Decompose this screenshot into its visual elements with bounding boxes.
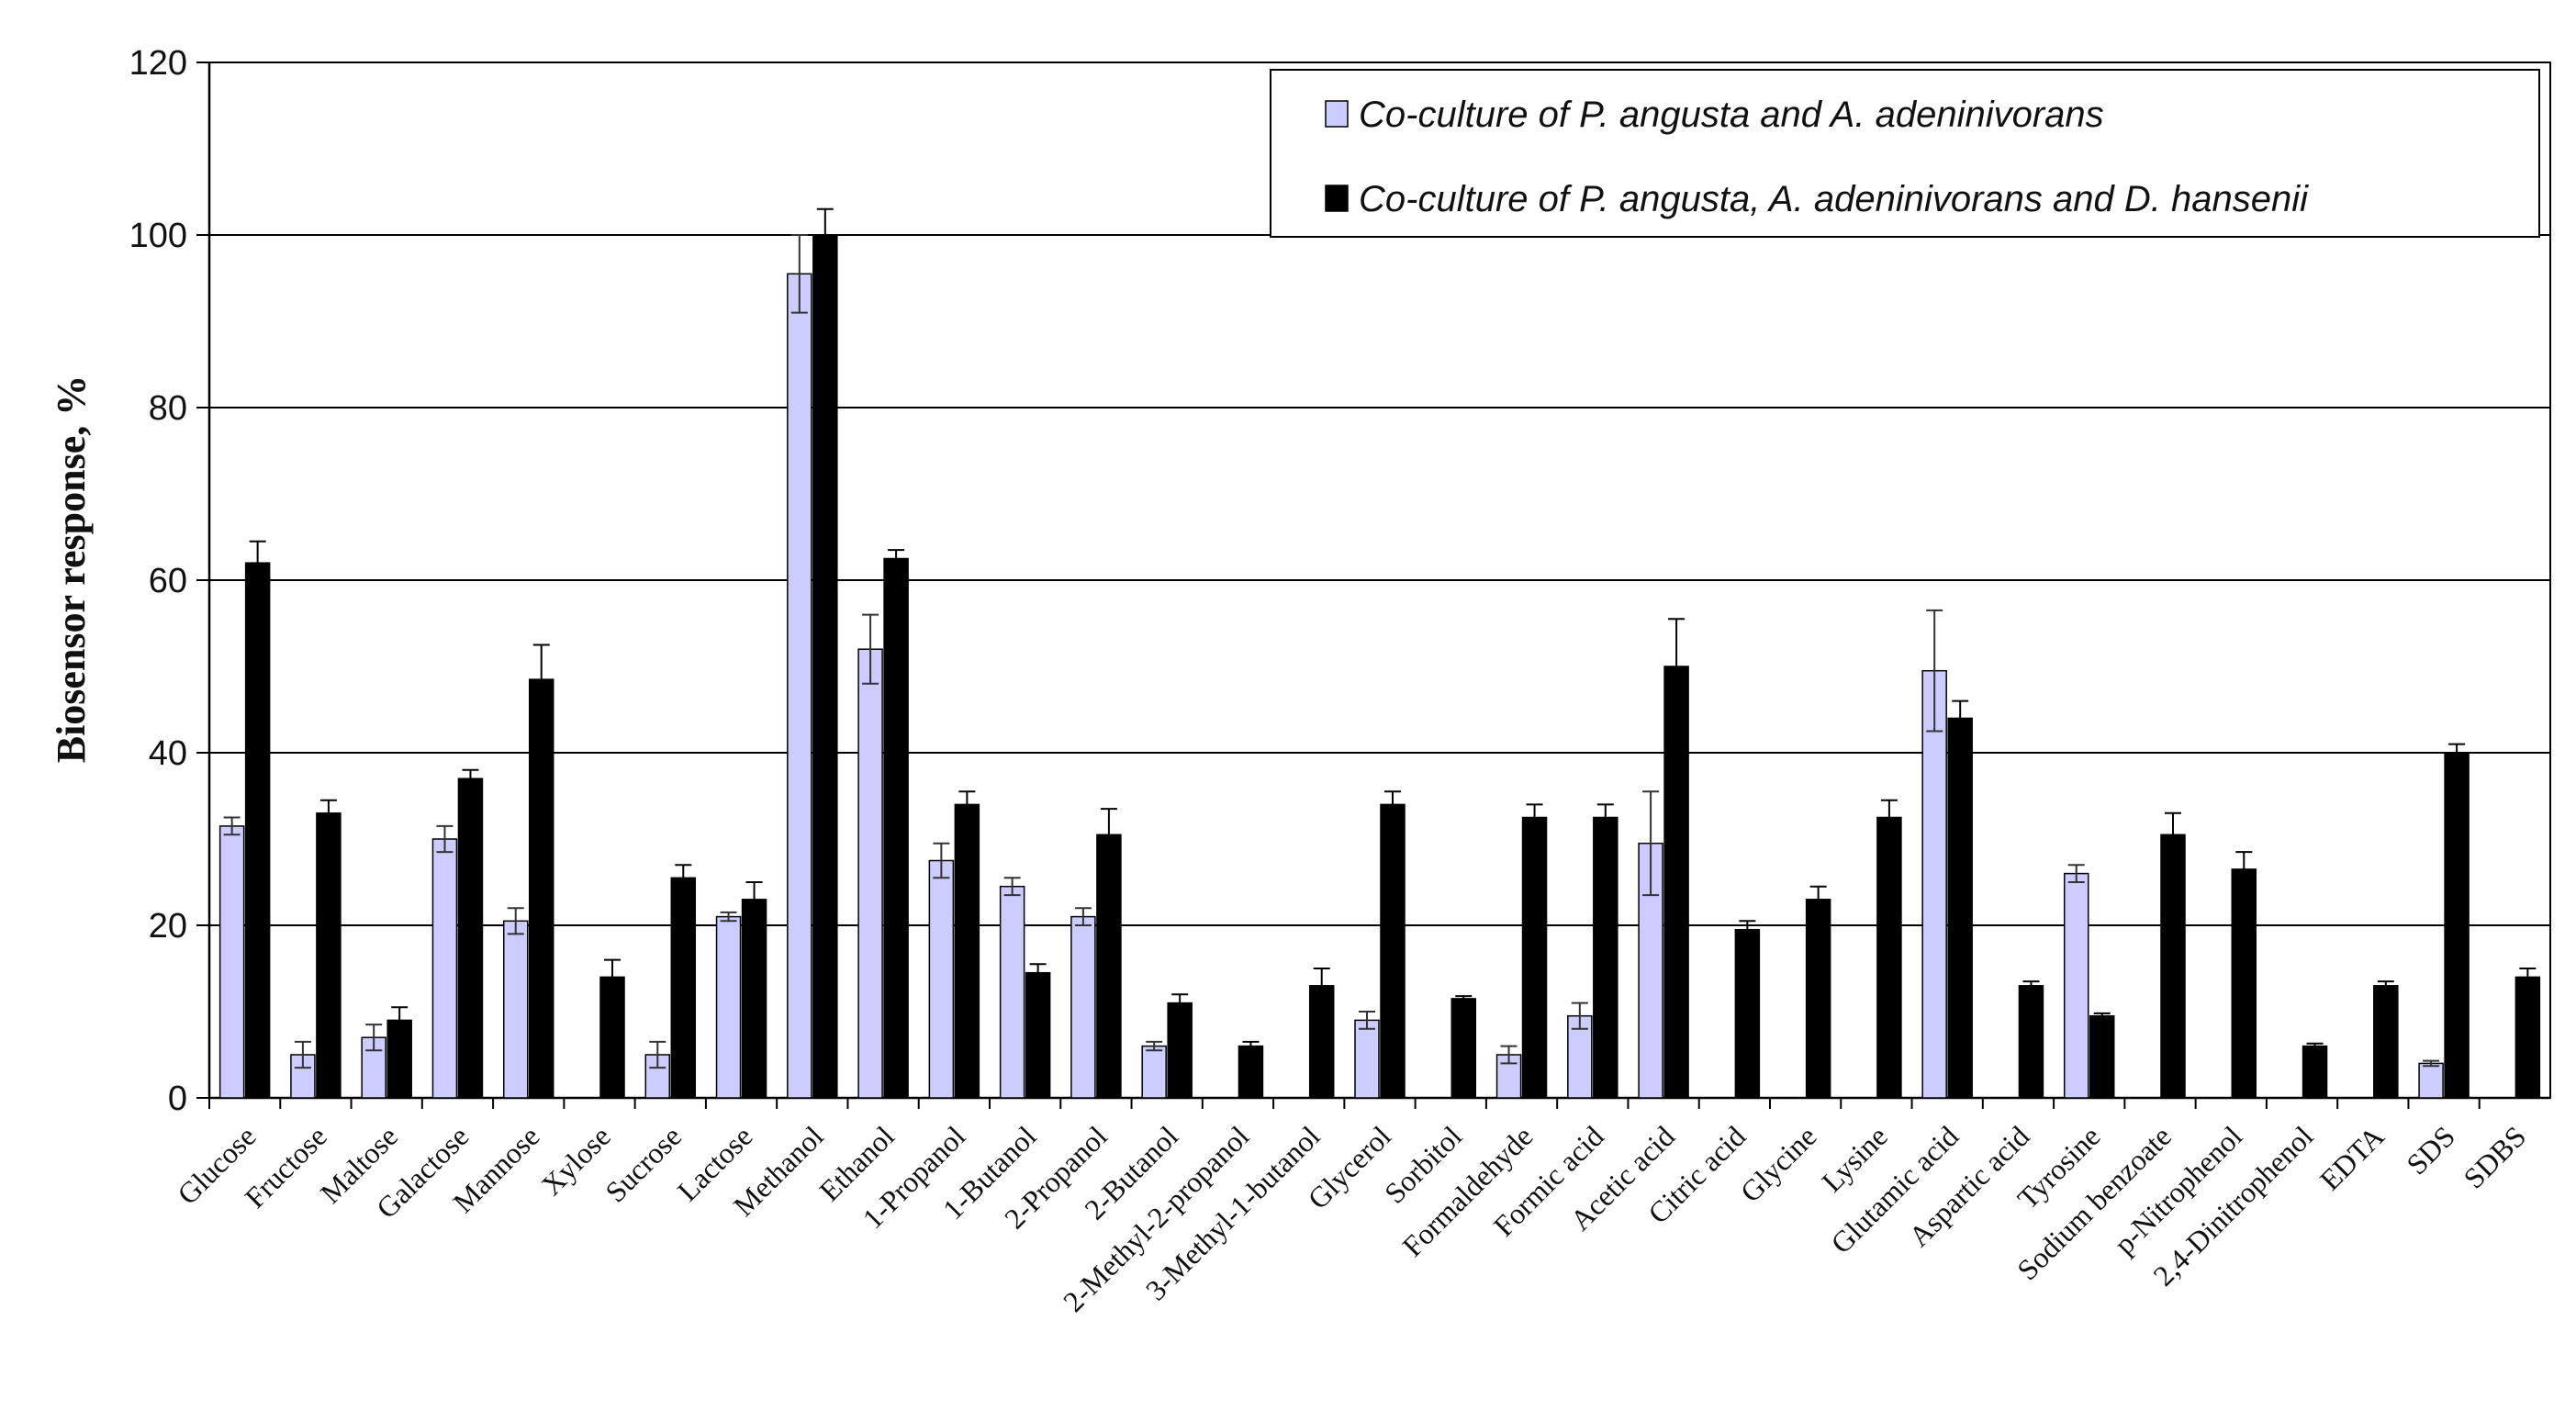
bar-series2-lysine [1876,816,1902,1099]
legend-swatch-1 [1325,100,1349,128]
legend-label-1: Co-culture of P. angusta and A. adeniniv… [1359,95,2104,135]
bar-series2-formic-acid [1593,816,1618,1099]
bar-series2-2-methyl-2-propanol [1238,1045,1264,1099]
legend [1270,69,2540,238]
y-tick-label: 40 [149,734,187,773]
bar-series1-sds [2418,1062,2444,1099]
y-tick-label: 100 [129,217,187,255]
legend-swatch-2 [1325,185,1349,212]
bar-series2-ethanol [883,557,909,1099]
bar-series2-2-butanol [1167,1002,1193,1099]
bar-series1-1-propanol [928,859,955,1099]
bar-series2-sds [2444,752,2470,1099]
bar-series1-methanol [787,273,812,1099]
bar-series2-formaldehyde [1521,816,1548,1099]
bar-series1-1-butanol [999,885,1025,1099]
bar-series1-galactose [431,838,458,1099]
y-tick-label: 120 [129,44,187,83]
bar-series2-sucrose [670,877,697,1099]
bar-series2-fructose [316,812,342,1099]
bar-series2-aspartic-acid [2018,985,2044,1099]
bar-series1-mannose [502,920,529,1099]
bar-series2-edta [2373,985,2399,1099]
bar-series2-1-propanol [954,803,980,1099]
bar-series1-lactose [715,915,742,1099]
bar-series2-xylose [599,976,625,1099]
bar-series2-mannose [528,678,554,1099]
bar-series1-2-propanol [1070,915,1096,1099]
y-tick-label: 80 [149,389,187,428]
bar-series2-sorbitol [1450,998,1477,1099]
y-tick-label: 0 [168,1080,187,1118]
legend-label-2: Co-culture of P. angusta, A. adeninivora… [1359,179,2309,219]
bar-series2-sdbs [2514,976,2541,1099]
bar-series1-ethanol [857,648,883,1099]
bar-series1-glutamic-acid [1921,669,1947,1099]
bar-series2-galactose [457,778,484,1099]
bar-series2-tyrosine [2089,1014,2115,1099]
bar-series2-glycerol [1380,803,1406,1099]
y-tick-label: 60 [149,562,187,600]
bar-series2-3-methyl-1-butanol [1308,985,1335,1099]
bar-series2-2-4-dinitrophenol [2302,1045,2328,1099]
bar-series1-glucose [218,825,245,1099]
bar-series2-lactose [741,899,767,1099]
bar-series2-glutamic-acid [1947,717,1973,1099]
bar-series2-glucose [244,562,271,1099]
bar-series2-citric-acid [1734,928,1761,1099]
bar-series2-acetic-acid [1663,666,1689,1099]
bar-series2-glycine [1805,899,1831,1099]
bar-series2-methanol [812,234,838,1099]
bar-series1-glycerol [1354,1019,1380,1099]
bar-series2-sodium-benzoate [2160,834,2186,1099]
bar-series2-2-propanol [1096,834,1122,1099]
bar-series2-1-butanol [1025,971,1051,1099]
bar-series1-2-butanol [1141,1045,1167,1099]
bar-series1-tyrosine [2063,872,2089,1099]
y-axis-label: Biosensor response, % [49,375,94,764]
bar-series2-p-nitrophenol [2231,868,2257,1099]
y-tick-label: 20 [149,907,187,946]
